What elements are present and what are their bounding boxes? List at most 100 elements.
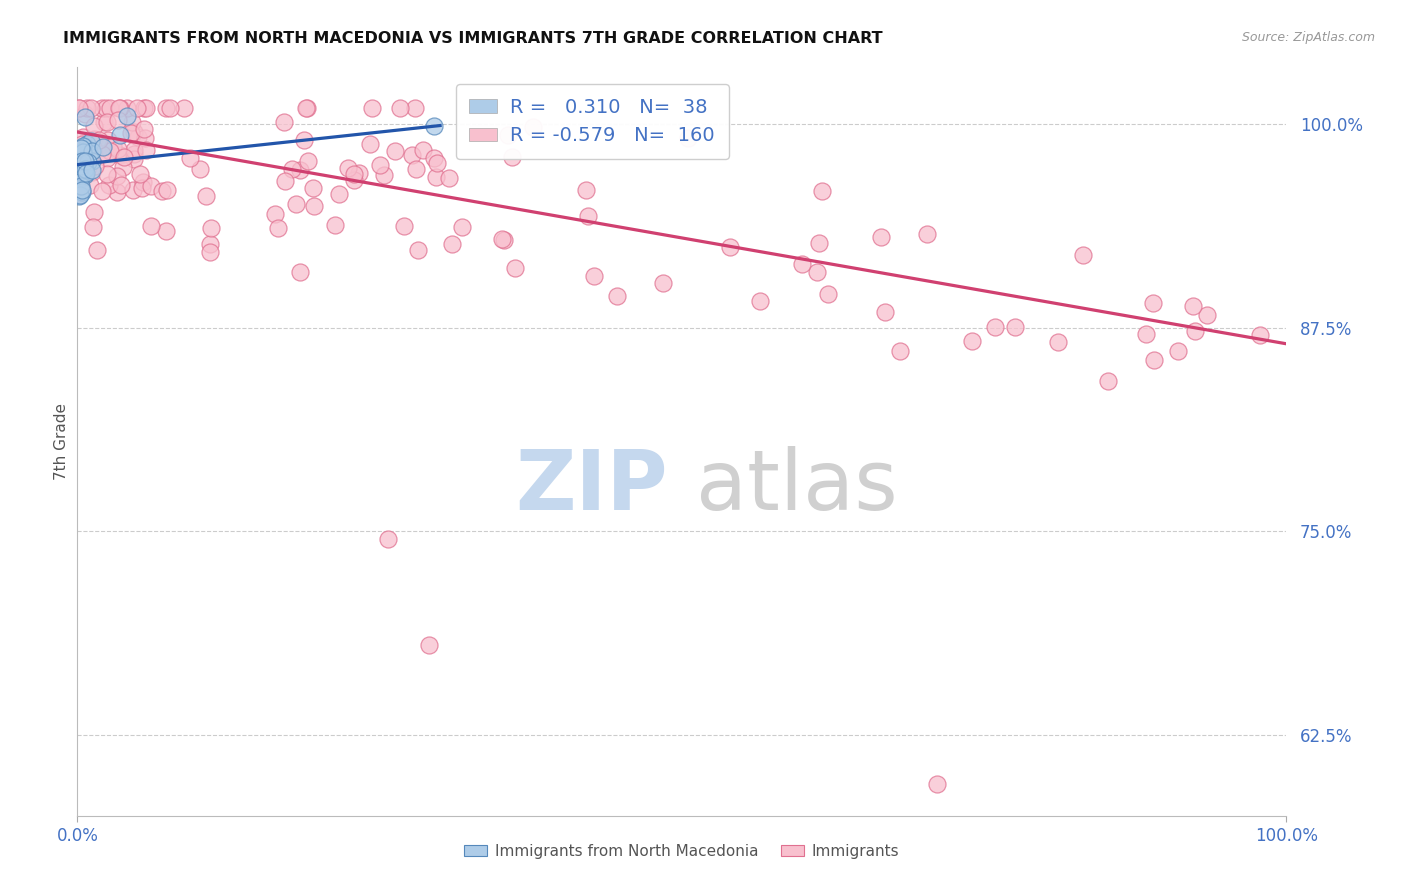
Point <box>1197 308 1219 322</box>
Point <box>388 101 411 115</box>
Point <box>328 187 350 202</box>
Point <box>98 144 121 158</box>
Point <box>117 109 139 123</box>
Point <box>198 244 221 259</box>
Point <box>159 101 181 115</box>
Point <box>406 244 429 258</box>
Point <box>87 133 110 147</box>
Point <box>75 158 97 172</box>
Point <box>1167 344 1189 359</box>
Point <box>132 175 155 189</box>
Point <box>98 101 121 115</box>
Point <box>103 139 125 153</box>
Point <box>676 131 699 145</box>
Point <box>75 166 97 180</box>
Point <box>889 343 911 358</box>
Point <box>69 141 91 155</box>
Point <box>75 153 97 168</box>
Point <box>107 112 129 127</box>
Point <box>77 146 100 161</box>
Point <box>86 243 108 257</box>
Point <box>96 152 118 166</box>
Point <box>373 168 395 182</box>
Point <box>67 188 90 202</box>
Point <box>69 146 91 161</box>
Point <box>423 119 446 133</box>
Point <box>96 115 118 129</box>
Point <box>150 185 173 199</box>
Point <box>134 101 156 115</box>
Point <box>110 128 132 142</box>
Point <box>274 174 297 188</box>
Point <box>870 229 893 244</box>
Point <box>96 167 118 181</box>
Point <box>122 183 145 197</box>
Point <box>131 181 153 195</box>
Point <box>915 227 938 241</box>
Point <box>73 164 96 178</box>
Point <box>451 219 474 234</box>
Point <box>73 159 96 173</box>
Point <box>110 178 132 192</box>
Point <box>105 185 128 199</box>
Point <box>72 148 94 162</box>
Point <box>69 145 91 160</box>
Point <box>69 178 91 192</box>
Point <box>370 158 392 172</box>
Point <box>67 155 90 169</box>
Point <box>112 150 135 164</box>
Point <box>811 184 834 198</box>
Y-axis label: 7th Grade: 7th Grade <box>53 403 69 480</box>
Point <box>83 132 105 146</box>
Point <box>347 166 370 180</box>
Point <box>292 133 315 147</box>
Point <box>76 101 98 115</box>
Point <box>200 221 222 235</box>
Point <box>337 161 360 176</box>
Point <box>139 219 162 233</box>
Point <box>284 197 307 211</box>
Point <box>108 148 131 162</box>
Legend: Immigrants from North Macedonia, Immigrants: Immigrants from North Macedonia, Immigra… <box>458 838 905 864</box>
Point <box>108 101 131 115</box>
Point <box>1047 335 1070 350</box>
Point <box>323 218 346 232</box>
Point <box>718 240 741 254</box>
Point <box>127 130 149 145</box>
Point <box>75 141 97 155</box>
Point <box>75 167 97 181</box>
Point <box>77 154 100 169</box>
Point <box>1097 374 1119 388</box>
Point <box>97 178 120 192</box>
Point <box>70 154 93 169</box>
Point <box>574 182 596 196</box>
Point <box>107 142 129 156</box>
Point <box>97 133 120 147</box>
Point <box>384 144 406 158</box>
Text: IMMIGRANTS FROM NORTH MACEDONIA VS IMMIGRANTS 7TH GRADE CORRELATION CHART: IMMIGRANTS FROM NORTH MACEDONIA VS IMMIG… <box>63 31 883 46</box>
Point <box>72 136 94 151</box>
Point <box>132 122 155 136</box>
Point <box>76 143 98 157</box>
Point <box>73 168 96 182</box>
Point <box>70 184 93 198</box>
Point <box>72 186 94 200</box>
Point <box>124 147 146 161</box>
Point <box>80 154 103 169</box>
Point <box>425 169 447 184</box>
Point <box>1249 328 1271 343</box>
Point <box>807 236 830 251</box>
Point <box>195 189 218 203</box>
Point <box>122 144 145 158</box>
Point <box>79 178 101 193</box>
Point <box>134 131 156 145</box>
Point <box>69 159 91 173</box>
Point <box>94 101 117 115</box>
Point <box>72 138 94 153</box>
Point <box>69 188 91 202</box>
Point <box>139 179 162 194</box>
Point <box>501 150 523 164</box>
Point <box>437 171 460 186</box>
Point <box>806 265 828 279</box>
Point <box>69 168 91 182</box>
